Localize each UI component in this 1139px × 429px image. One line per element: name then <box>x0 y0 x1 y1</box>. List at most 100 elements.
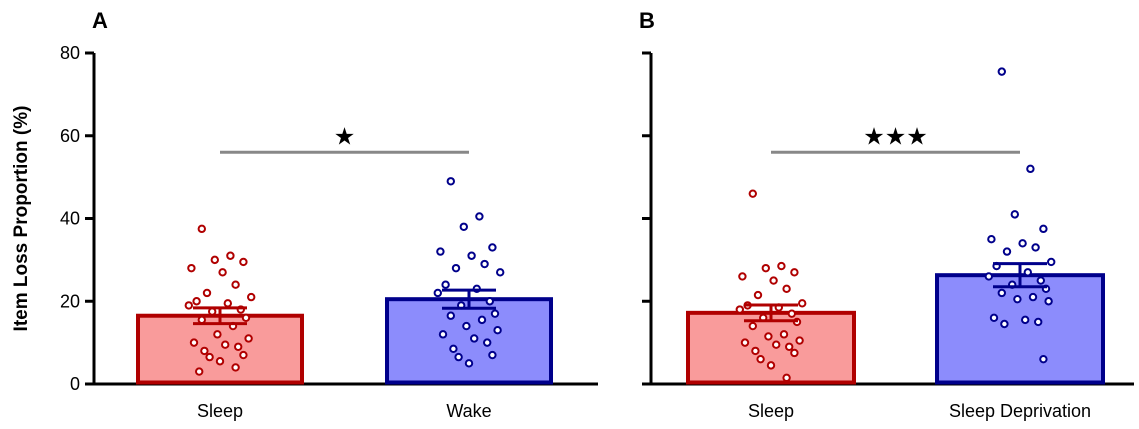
data-point <box>490 309 500 318</box>
data-point <box>467 251 476 260</box>
data-point <box>1002 247 1012 256</box>
data-point <box>475 212 484 221</box>
significance-stars: ★ <box>334 123 356 150</box>
data-point <box>1000 319 1009 329</box>
data-point <box>1020 315 1030 325</box>
data-point <box>234 342 243 351</box>
data-point <box>1018 239 1027 248</box>
data-point <box>192 297 201 306</box>
data-point <box>1026 164 1035 174</box>
data-point <box>748 189 757 198</box>
data-point <box>496 268 505 277</box>
panel-letter: B <box>639 8 655 33</box>
bar-wake <box>385 297 553 385</box>
data-point <box>772 340 781 349</box>
data-point <box>454 352 463 362</box>
data-point <box>493 326 502 335</box>
data-point <box>241 313 251 322</box>
data-point <box>1047 257 1056 267</box>
panel-letter: A <box>92 8 108 33</box>
data-point <box>449 344 458 354</box>
bar-sleep-deprivation <box>935 273 1105 385</box>
data-point <box>436 247 445 256</box>
data-point <box>984 272 993 281</box>
bar-sleep <box>686 310 856 385</box>
data-point <box>1023 268 1033 277</box>
data-point <box>215 357 225 366</box>
chart-panel-b: B Sleep Sleep Deprivation ★★★ <box>639 8 1134 421</box>
bar-sleep <box>136 313 304 385</box>
data-point <box>782 284 791 294</box>
data-point <box>244 334 253 343</box>
data-point <box>483 338 492 347</box>
data-point <box>751 346 760 356</box>
data-point <box>764 332 773 341</box>
data-point <box>777 261 786 271</box>
data-point <box>470 334 479 343</box>
y-tick-label: 60 <box>60 126 80 146</box>
y-tick-label: 80 <box>60 43 80 63</box>
data-point <box>997 67 1006 76</box>
data-point <box>766 361 776 370</box>
data-point <box>1031 243 1040 252</box>
data-point <box>798 299 807 308</box>
data-point <box>226 251 235 260</box>
data-point <box>1013 294 1022 304</box>
data-point <box>1034 317 1043 327</box>
data-point <box>488 350 497 360</box>
data-point <box>239 350 248 360</box>
data-point <box>210 255 220 265</box>
data-point <box>753 290 763 300</box>
data-point <box>1028 292 1038 302</box>
data-point <box>790 348 799 358</box>
data-point <box>247 292 256 302</box>
data-point <box>195 367 204 376</box>
data-point <box>462 321 471 331</box>
data-point <box>184 301 194 310</box>
data-point <box>790 268 799 277</box>
x-category-label: Sleep Deprivation <box>949 401 1091 421</box>
data-point <box>1039 224 1048 234</box>
data-point <box>787 309 796 318</box>
chart-panel-a: A 0 20 40 60 80 Item Loss Proportion (%) Sleep W… <box>11 8 598 421</box>
y-axis-title: Item Loss Proportion (%) <box>11 106 32 332</box>
data-point <box>205 352 214 362</box>
data-point <box>200 346 209 356</box>
data-point <box>446 177 455 186</box>
data-point <box>1044 297 1053 306</box>
y-tick-label: 0 <box>70 374 80 394</box>
x-category-label: Sleep <box>748 401 794 421</box>
data-point <box>756 354 765 364</box>
data-point <box>782 373 791 382</box>
data-point <box>785 342 794 351</box>
data-point <box>769 276 778 285</box>
x-category-label: Sleep <box>197 401 243 421</box>
data-point <box>464 359 474 368</box>
data-point <box>197 224 207 234</box>
data-point <box>987 234 996 244</box>
data-point <box>441 280 450 289</box>
data-point <box>451 263 461 273</box>
x-category-label: Wake <box>446 401 491 421</box>
data-point <box>459 222 468 231</box>
data-point <box>218 268 227 277</box>
data-point <box>213 330 222 339</box>
data-point <box>189 338 199 347</box>
data-point <box>231 363 240 372</box>
data-point <box>748 321 757 331</box>
data-point <box>446 311 455 320</box>
data-point <box>202 288 212 298</box>
data-point <box>223 299 233 308</box>
data-point <box>761 263 770 273</box>
data-point <box>485 297 494 306</box>
data-point <box>1036 276 1046 285</box>
data-point <box>438 330 448 339</box>
data-point <box>477 315 487 325</box>
data-point <box>488 243 497 252</box>
y-tick-label: 20 <box>60 291 80 311</box>
data-point <box>480 259 489 269</box>
data-point <box>989 313 999 322</box>
data-point <box>1039 354 1048 364</box>
